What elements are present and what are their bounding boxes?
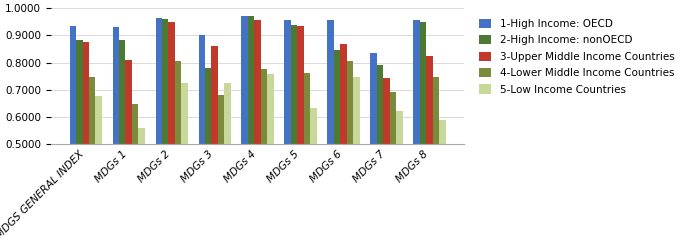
Bar (95, 96, 102, 245)
Bar (420, 22, 426, 245)
Bar (347, 61, 353, 245)
Bar (340, 44, 347, 245)
Bar (89, 77, 95, 245)
Bar (125, 60, 132, 245)
Bar (310, 108, 316, 245)
Bar (76, 39, 82, 245)
Bar (82, 42, 89, 245)
Bar (383, 78, 390, 245)
Bar (413, 20, 420, 245)
Bar (224, 83, 231, 245)
Bar (396, 111, 403, 245)
Bar (439, 120, 445, 245)
Bar (291, 24, 297, 245)
Bar (169, 22, 175, 245)
Bar (353, 77, 360, 245)
Bar (162, 19, 169, 245)
Bar (267, 74, 274, 245)
Bar (112, 27, 119, 245)
Bar (132, 104, 138, 245)
Bar (248, 16, 254, 245)
Bar (155, 18, 162, 245)
Bar (371, 53, 377, 245)
Bar (242, 16, 248, 245)
Bar (254, 20, 261, 245)
Bar (218, 95, 224, 245)
Bar (297, 26, 303, 245)
Bar (138, 128, 145, 245)
Bar (199, 36, 205, 245)
Bar (390, 92, 396, 245)
Bar (175, 61, 182, 245)
Bar (212, 46, 218, 245)
Bar (284, 20, 291, 245)
Bar (303, 73, 310, 245)
Bar (70, 26, 76, 245)
Bar (433, 77, 439, 245)
Bar (426, 56, 433, 245)
Bar (182, 83, 188, 245)
Bar (377, 65, 383, 245)
Bar (327, 20, 334, 245)
Bar (119, 40, 125, 245)
Legend: 1-High Income: OECD, 2-High Income: nonOECD, 3-Upper Middle Income Countries, 4-: 1-High Income: OECD, 2-High Income: nonO… (473, 13, 680, 100)
Bar (334, 50, 340, 245)
Bar (261, 69, 267, 245)
Bar (205, 68, 212, 245)
